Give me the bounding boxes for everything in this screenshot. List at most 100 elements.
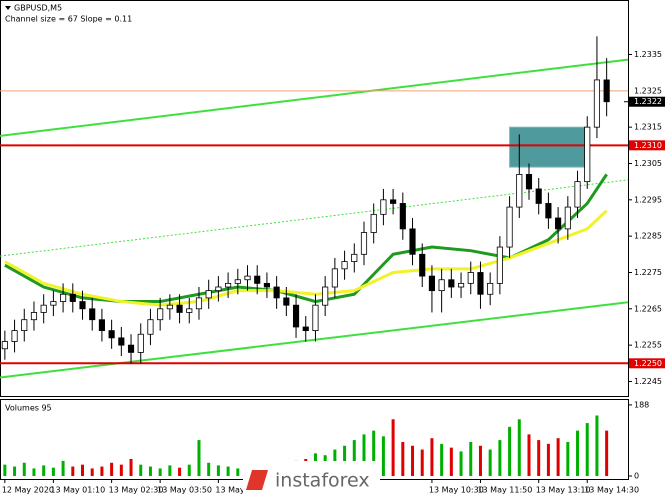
candle-body bbox=[176, 304, 183, 313]
level-label: 1.2325 bbox=[634, 86, 662, 95]
candle-body bbox=[254, 275, 261, 284]
candle-body bbox=[331, 268, 338, 288]
x-tick-label: 13 May 10:30 bbox=[429, 486, 484, 495]
chart-title: GBPUSD,M5 bbox=[14, 4, 62, 13]
volume-bar bbox=[605, 430, 609, 476]
level-label: 1.2310 bbox=[634, 141, 662, 150]
volume-bar bbox=[411, 445, 415, 476]
candle-body bbox=[195, 297, 203, 310]
level-label-bg bbox=[629, 140, 665, 151]
candle-body bbox=[21, 319, 28, 332]
volume-bar bbox=[51, 467, 55, 476]
candle-body bbox=[147, 319, 154, 335]
volume-bar bbox=[488, 449, 492, 476]
volume-bar bbox=[61, 460, 65, 476]
x-tick-label: 13 May 02:30 bbox=[109, 486, 164, 495]
volume-bar bbox=[197, 440, 201, 476]
volume-bar bbox=[100, 466, 104, 476]
candle-body bbox=[564, 206, 571, 230]
volume-bar bbox=[71, 466, 75, 476]
candle-body bbox=[341, 261, 348, 270]
volume-tick-label: 0 bbox=[634, 472, 639, 481]
candle-body bbox=[516, 173, 523, 208]
volume-bar bbox=[449, 447, 453, 476]
candle-body bbox=[79, 301, 86, 310]
volume-bar bbox=[546, 443, 550, 476]
candle-body bbox=[157, 308, 164, 321]
x-tick-label: 13 May bbox=[215, 486, 245, 495]
volume-bar bbox=[527, 434, 531, 476]
candle-body bbox=[593, 79, 601, 128]
candle-body bbox=[215, 286, 222, 292]
candle-body bbox=[40, 304, 47, 313]
volume-bar bbox=[556, 438, 560, 476]
x-tick-label: 12 May 2020 bbox=[2, 486, 54, 495]
candle-body bbox=[545, 203, 552, 219]
volume-bar bbox=[187, 464, 191, 476]
volume-bar bbox=[216, 465, 220, 476]
candle-body bbox=[108, 330, 115, 339]
candle-body bbox=[292, 304, 300, 328]
volume-bar bbox=[498, 440, 502, 476]
candle-body bbox=[205, 290, 212, 299]
candle-body bbox=[60, 293, 67, 302]
candle-body bbox=[263, 282, 270, 288]
volume-bar bbox=[508, 426, 512, 476]
volume-bar bbox=[110, 462, 114, 476]
candle-body bbox=[273, 286, 280, 299]
watermark-logo bbox=[246, 470, 268, 490]
volume-bar bbox=[129, 458, 133, 476]
candle-body bbox=[98, 319, 105, 332]
candle-body bbox=[69, 293, 76, 302]
candle-body bbox=[535, 188, 542, 204]
candle-body bbox=[574, 181, 581, 208]
y-tick-label: 1.2245 bbox=[634, 377, 662, 386]
current-price-bg bbox=[629, 96, 665, 107]
candle-body bbox=[487, 282, 494, 295]
menu-icon[interactable] bbox=[5, 6, 11, 10]
candle-body bbox=[467, 272, 474, 284]
volume-bar bbox=[32, 468, 36, 476]
candle-body bbox=[477, 272, 484, 295]
y-tick-label: 1.2335 bbox=[634, 50, 662, 59]
volume-bar bbox=[381, 436, 385, 476]
candle-body bbox=[283, 297, 290, 306]
candle-body bbox=[166, 304, 173, 310]
y-tick-label: 1.2285 bbox=[634, 232, 662, 241]
candle-body bbox=[457, 282, 465, 288]
volume-bar bbox=[158, 468, 162, 476]
volume-bar bbox=[226, 466, 230, 476]
level-label-bg bbox=[629, 85, 665, 96]
watermark-text: instaforex bbox=[275, 470, 370, 492]
volume-bar bbox=[148, 466, 152, 476]
candle-body bbox=[448, 279, 455, 288]
volume-bar bbox=[585, 423, 589, 476]
candle-body bbox=[390, 199, 397, 204]
volume-bar bbox=[90, 468, 94, 476]
candle-body bbox=[380, 199, 387, 215]
volume-bar bbox=[352, 440, 356, 476]
candle-body bbox=[225, 282, 232, 288]
candle-body bbox=[506, 206, 513, 248]
volume-bar bbox=[459, 451, 463, 476]
volume-tick-label: 188 bbox=[634, 400, 649, 409]
volume-bar bbox=[81, 464, 85, 476]
candle-body bbox=[525, 173, 533, 190]
candle-body bbox=[370, 213, 377, 233]
volume-bar bbox=[576, 430, 580, 476]
candle-body bbox=[127, 344, 135, 353]
channel-line bbox=[0, 179, 629, 257]
candle-body bbox=[312, 304, 319, 332]
volume-bar bbox=[517, 419, 521, 476]
volume-bar bbox=[343, 445, 347, 476]
candle-body bbox=[399, 203, 406, 230]
candle-body bbox=[186, 308, 193, 313]
candle-body bbox=[419, 253, 426, 277]
volume-bar bbox=[3, 464, 7, 476]
volume-bar bbox=[430, 438, 434, 476]
candle-body bbox=[438, 279, 445, 292]
candle-body bbox=[50, 301, 57, 306]
volume-bar bbox=[168, 465, 172, 476]
